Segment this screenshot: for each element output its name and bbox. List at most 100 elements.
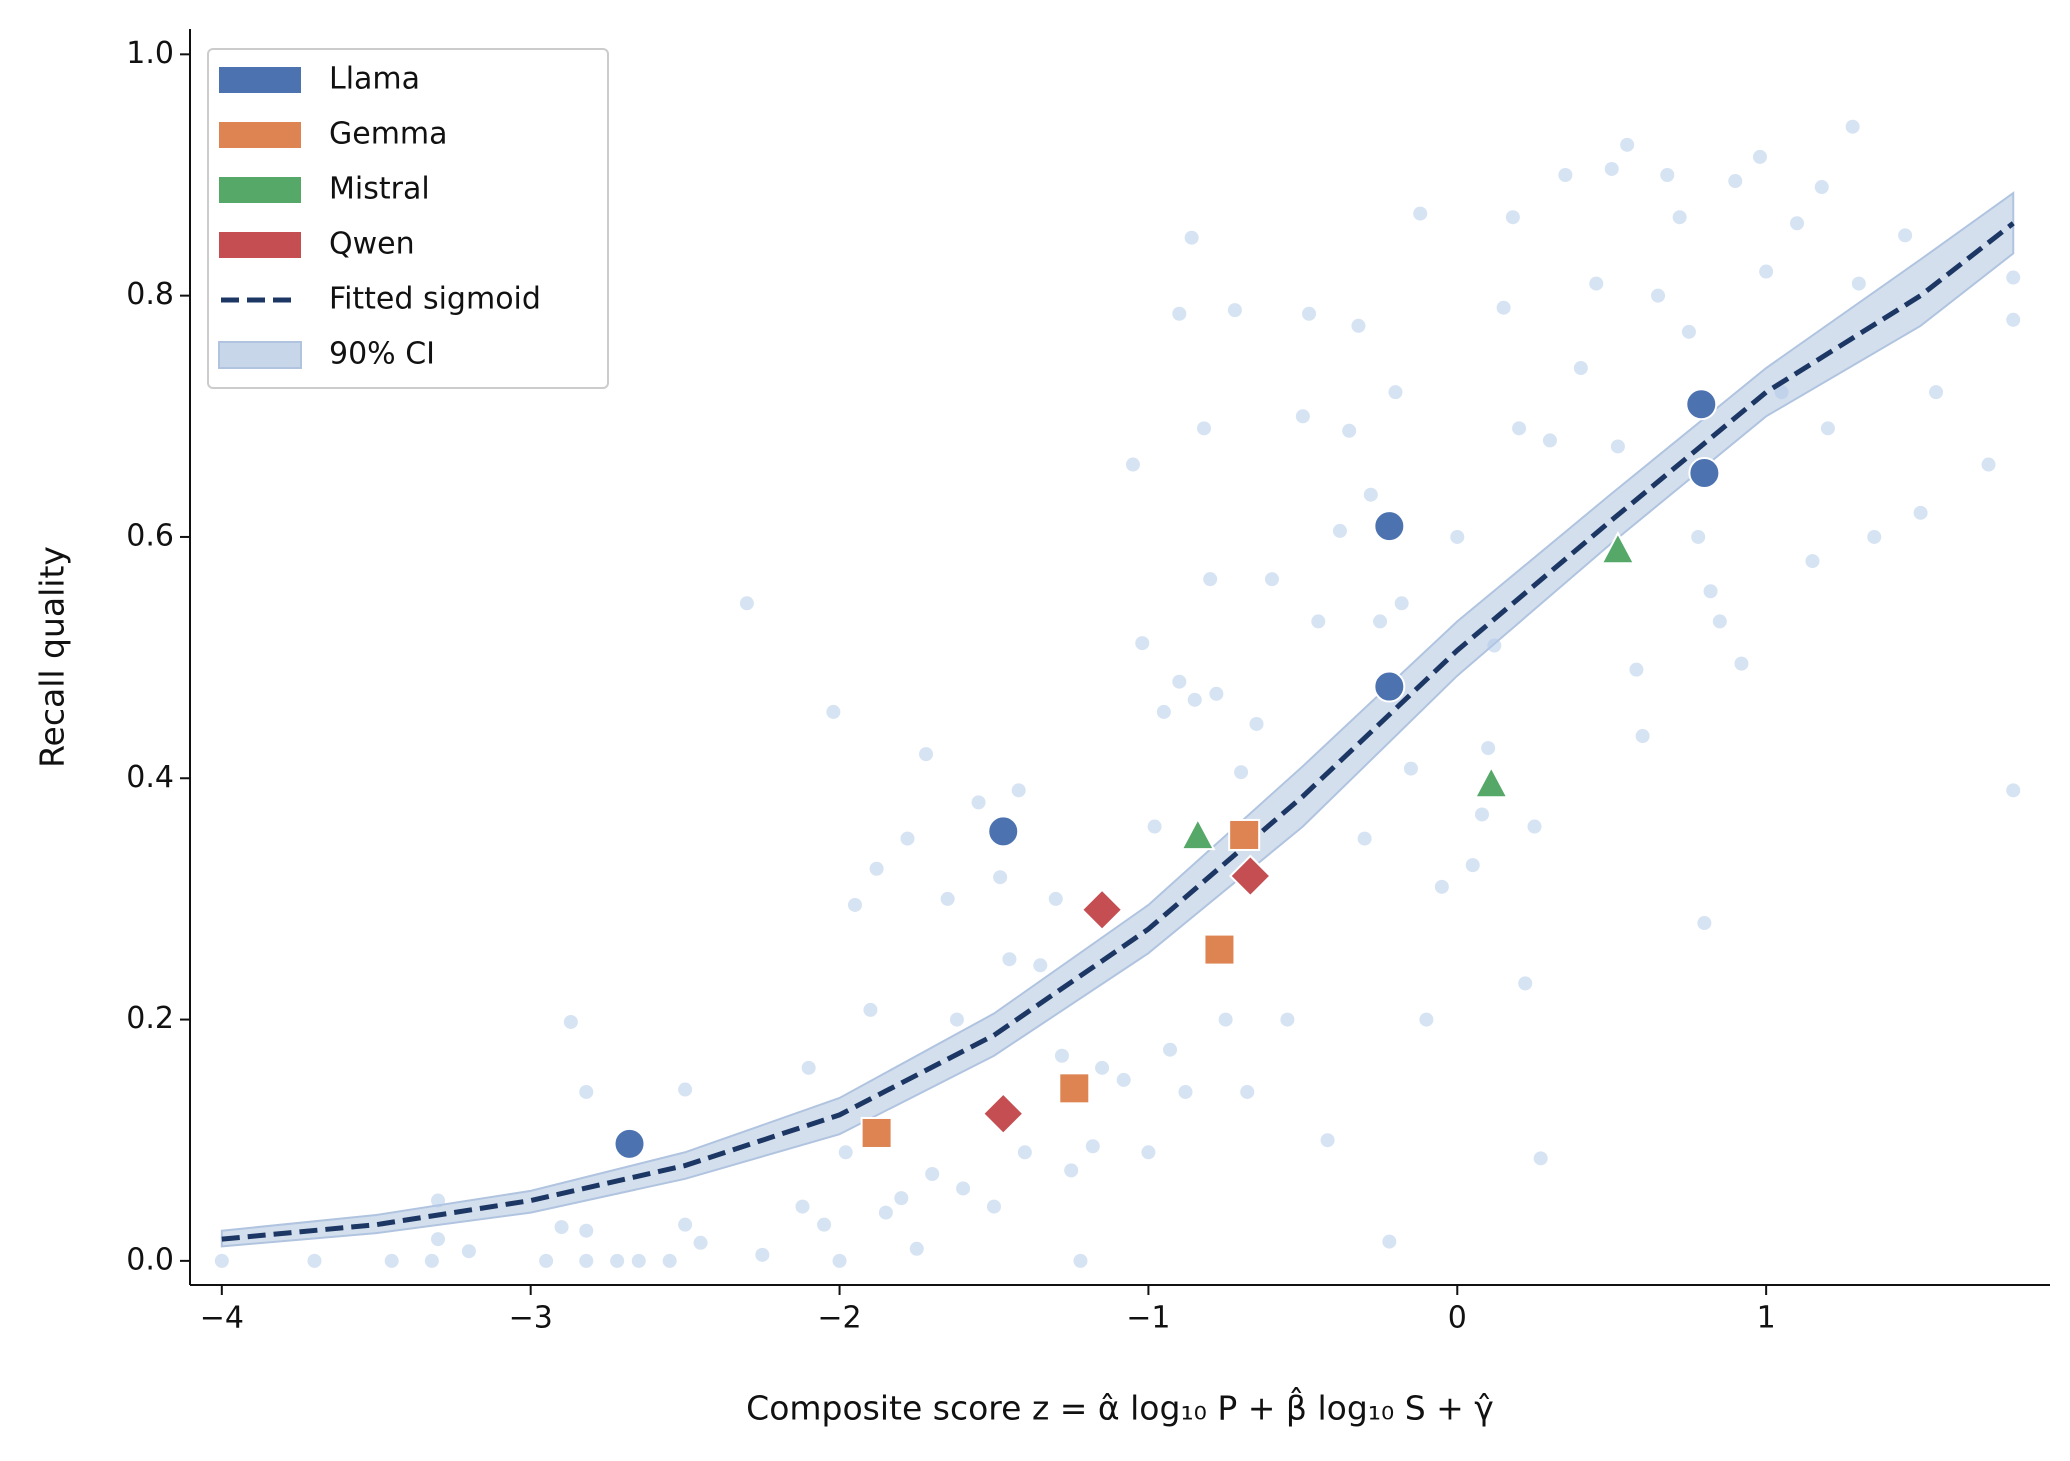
y-tick-label: 0.4	[126, 760, 174, 795]
background-point	[1218, 1012, 1233, 1027]
background-point	[1054, 1048, 1069, 1063]
data-point	[1080, 888, 1124, 932]
background-point	[1095, 1060, 1110, 1075]
legend-swatch	[219, 67, 301, 93]
background-point	[1184, 230, 1199, 245]
background-point	[424, 1253, 439, 1268]
background-point	[1302, 306, 1317, 321]
legend-swatch	[219, 122, 301, 148]
data-point	[1180, 817, 1216, 851]
background-point	[579, 1084, 594, 1099]
background-point	[1240, 1084, 1255, 1099]
background-point	[1147, 819, 1162, 834]
background-point	[925, 1166, 940, 1181]
background-point	[909, 1241, 924, 1256]
background-point	[1033, 958, 1048, 973]
y-tick-label: 0.0	[126, 1242, 174, 1277]
background-point	[539, 1253, 554, 1268]
legend-swatch	[218, 341, 302, 369]
background-point	[1264, 572, 1279, 587]
background-point	[1660, 167, 1675, 182]
background-point	[1357, 831, 1372, 846]
background-point	[214, 1253, 229, 1268]
background-point	[1805, 554, 1820, 569]
background-point	[869, 861, 884, 876]
background-point	[1512, 421, 1527, 436]
background-point	[1011, 783, 1026, 798]
background-point	[631, 1253, 646, 1268]
background-point	[1712, 614, 1727, 629]
background-point	[971, 795, 986, 810]
background-point	[1851, 276, 1866, 291]
background-point	[1320, 1133, 1335, 1148]
data-point	[613, 1127, 646, 1160]
background-point	[1017, 1145, 1032, 1160]
background-point	[1172, 306, 1187, 321]
background-point	[1981, 457, 1996, 472]
background-point	[1487, 638, 1502, 653]
data-point	[987, 815, 1020, 848]
x-axis-label: Composite score z = α̂ log₁₀ P + β̂ log₁…	[746, 1386, 1494, 1427]
background-point	[1759, 264, 1774, 279]
background-point	[1197, 421, 1212, 436]
background-point	[678, 1082, 693, 1097]
background-point	[832, 1253, 847, 1268]
background-point	[1651, 288, 1666, 303]
y-tick-label: 0.2	[126, 1001, 174, 1036]
data-point	[1058, 1072, 1091, 1105]
background-point	[1913, 505, 1928, 520]
background-point	[838, 1145, 853, 1160]
data-point	[1473, 765, 1509, 799]
background-point	[1898, 228, 1913, 243]
background-point	[986, 1199, 1001, 1214]
background-point	[579, 1253, 594, 1268]
y-tick-label: 0.8	[126, 277, 174, 312]
background-point	[1048, 891, 1063, 906]
background-point	[693, 1235, 708, 1250]
background-point	[1465, 858, 1480, 873]
background-point	[1790, 216, 1805, 231]
data-point	[981, 1092, 1025, 1136]
background-point	[2006, 783, 2021, 798]
background-point	[1573, 361, 1588, 376]
x-tick-label: −2	[817, 1301, 861, 1336]
background-point	[579, 1223, 594, 1238]
background-point	[1085, 1139, 1100, 1154]
y-axis-label: Recall quality	[33, 546, 72, 768]
legend-label: Gemma	[329, 117, 448, 152]
background-point	[554, 1220, 569, 1235]
background-point	[1125, 457, 1140, 472]
background-point	[940, 891, 955, 906]
background-point	[1505, 210, 1520, 225]
background-point	[1604, 161, 1619, 176]
background-point	[1073, 1253, 1088, 1268]
background-point	[826, 704, 841, 719]
background-point	[817, 1217, 832, 1232]
background-point	[1234, 765, 1249, 780]
background-point	[1610, 439, 1625, 454]
background-point	[610, 1253, 625, 1268]
background-point	[1249, 716, 1264, 731]
background-point	[1533, 1151, 1548, 1166]
background-point	[1141, 1145, 1156, 1160]
background-point	[384, 1253, 399, 1268]
background-point	[956, 1181, 971, 1196]
background-point	[863, 1002, 878, 1017]
background-point	[1295, 409, 1310, 424]
background-point	[1172, 674, 1187, 689]
background-point	[1518, 976, 1533, 991]
legend-swatch	[219, 232, 301, 258]
background-point	[1135, 636, 1150, 651]
background-point	[1163, 1042, 1178, 1057]
legend-label: Fitted sigmoid	[329, 282, 541, 317]
y-tick-label: 1.0	[126, 36, 174, 71]
background-point	[1703, 584, 1718, 599]
background-point	[1373, 614, 1388, 629]
x-tick-label: −3	[509, 1301, 553, 1336]
data-point	[1600, 531, 1636, 565]
background-point	[1697, 916, 1712, 931]
background-point	[1394, 596, 1409, 611]
data-point	[860, 1116, 893, 1149]
background-point	[1388, 385, 1403, 400]
background-point	[1481, 741, 1496, 756]
